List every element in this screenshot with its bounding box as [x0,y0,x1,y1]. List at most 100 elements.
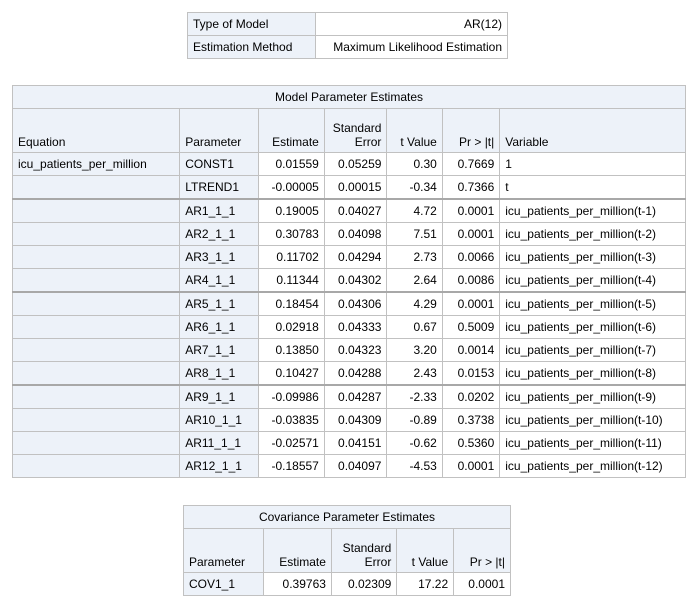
equation-cell-empty [11,431,181,455]
col-header-estimate: Estimate [258,108,325,153]
std-error-cell: 0.04309 [323,408,388,432]
variable-cell: icu_patients_per_million(t-6) [499,315,686,339]
parameter-cell: AR3_1_1 [179,245,260,269]
table-row: AR2_1_1 0.30783 0.04098 7.51 0.0001 icu_patie… [11,222,686,246]
variable-cell: icu_patients_per_million(t-11) [499,431,686,455]
pr-t-cell: 0.3738 [441,408,501,432]
parameter-cell: AR7_1_1 [179,338,260,362]
table-row: LTREND1 -0.00005 0.00015 -0.34 0.7366 t [11,175,686,200]
pr-t-cell: 0.0086 [441,268,501,293]
parameter-cell: LTREND1 [179,175,260,200]
variable-cell: 1 [499,152,686,176]
table-row: AR5_1_1 0.18454 0.04306 4.29 0.0001 icu_patie… [11,291,686,316]
equation-cell-empty [11,175,181,200]
estimate-cell: -0.18557 [258,454,325,478]
std-error-cell: 0.04306 [323,291,388,316]
model-info-table: Type of Model AR(12) Estimation Method Maxi… [187,12,508,59]
estimate-cell: 0.11344 [258,268,325,293]
t-value-cell: 0.30 [386,152,443,176]
pr-t-cell: 0.0001 [441,454,501,478]
std-error-cell: 0.05259 [323,152,388,176]
std-error-cell: 0.04294 [323,245,388,269]
equation-cell-empty [11,315,181,339]
variable-cell: icu_patients_per_million(t-8) [499,361,686,386]
table-row: AR1_1_1 0.19005 0.04027 4.72 0.0001 icu_patie… [11,198,686,223]
col-header-pr-t: Pr > |t| [441,108,501,153]
table-row: AR3_1_1 0.11702 0.04294 2.73 0.0066 icu_patie… [11,245,686,269]
estimate-cell: -0.03835 [258,408,325,432]
t-value-cell: -0.34 [386,175,443,200]
std-error-cell: 0.04287 [323,384,388,409]
estimate-cell: 0.18454 [258,291,325,316]
equation-cell: icu_patients_per_million [11,152,181,176]
cov-col-header-estimate: Estimate [263,528,332,573]
t-value-cell: -0.89 [386,408,443,432]
variable-cell: icu_patients_per_million(t-12) [499,454,686,478]
cov-col-header-pr-t: Pr > |t| [453,528,511,573]
col-header-equation: Equation [11,108,181,153]
cov-pr-t-cell: 0.0001 [453,572,511,596]
std-error-cell: 0.04288 [323,361,388,386]
col-header-variable: Variable [499,108,686,153]
cov-t-value-cell: 17.22 [396,572,455,596]
estimate-cell: -0.02571 [258,431,325,455]
equation-cell-empty [11,222,181,246]
table-row: AR11_1_1 -0.02571 0.04151 -0.62 0.5360 icu_pa… [11,431,686,455]
t-value-cell: 4.29 [386,291,443,316]
pr-t-cell: 0.7366 [441,175,501,200]
std-error-cell: 0.04302 [323,268,388,293]
pr-t-cell: 0.0066 [441,245,501,269]
variable-cell: icu_patients_per_million(t-4) [499,268,686,293]
variable-cell: icu_patients_per_million(t-1) [499,198,686,223]
std-error-cell: 0.04097 [323,454,388,478]
t-value-cell: 2.73 [386,245,443,269]
cov-parameter-cell: COV1_1 [182,572,265,596]
std-error-cell: 0.04333 [323,315,388,339]
parameter-cell: AR4_1_1 [179,268,260,293]
pr-t-cell: 0.0001 [441,198,501,223]
t-value-cell: -2.33 [386,384,443,409]
pr-t-cell: 0.5360 [441,431,501,455]
cov-col-header-std-error-line2: Error [364,555,392,569]
pr-t-cell: 0.7669 [441,152,501,176]
variable-cell: t [499,175,686,200]
equation-cell-empty [11,268,181,293]
cov-estimate-cell: 0.39763 [263,572,332,596]
model-info-label: Type of Model [187,12,316,36]
variable-cell: icu_patients_per_million(t-10) [499,408,686,432]
col-header-t-value: t Value [386,108,443,153]
parameter-estimates-title: Model Parameter Estimates [12,85,686,109]
t-value-cell: 2.64 [386,268,443,293]
estimate-cell: 0.11702 [258,245,325,269]
pr-t-cell: 0.5009 [441,315,501,339]
table-row: COV1_1 0.39763 0.02309 17.22 0.0001 [182,572,511,596]
equation-cell-empty [11,384,181,409]
estimate-cell: -0.00005 [258,175,325,200]
equation-cell-empty [11,454,181,478]
col-header-std-error: Standard Error [323,108,388,153]
table-row: AR8_1_1 0.10427 0.04288 2.43 0.0153 icu_patie… [11,361,686,386]
cov-col-header-std-error: Standard Error [330,528,398,573]
pr-t-cell: 0.0001 [441,222,501,246]
model-info-label: Estimation Method [187,35,316,59]
parameter-cell: AR12_1_1 [179,454,260,478]
equation-cell-empty [11,338,181,362]
table-row: AR4_1_1 0.11344 0.04302 2.64 0.0086 icu_patie… [11,268,686,293]
equation-cell-empty [11,291,181,316]
t-value-cell: 7.51 [386,222,443,246]
table-row: AR12_1_1 -0.18557 0.04097 -4.53 0.0001 icu_pa… [11,454,686,478]
table-row: AR9_1_1 -0.09986 0.04287 -2.33 0.0202 icu_pat… [11,384,686,409]
std-error-cell: 0.04151 [323,431,388,455]
cov-col-header-t-value: t Value [396,528,455,573]
parameter-cell: AR2_1_1 [179,222,260,246]
covariance-estimates-table: Covariance Parameter Estimates Parameter… [182,505,511,596]
equation-cell-empty [11,198,181,223]
std-error-cell: 0.00015 [323,175,388,200]
pr-t-cell: 0.0001 [441,291,501,316]
cov-std-error-cell: 0.02309 [330,572,398,596]
t-value-cell: -4.53 [386,454,443,478]
parameter-cell: AR5_1_1 [179,291,260,316]
parameter-cell: AR1_1_1 [179,198,260,223]
parameter-cell: AR10_1_1 [179,408,260,432]
estimate-cell: 0.01559 [258,152,325,176]
